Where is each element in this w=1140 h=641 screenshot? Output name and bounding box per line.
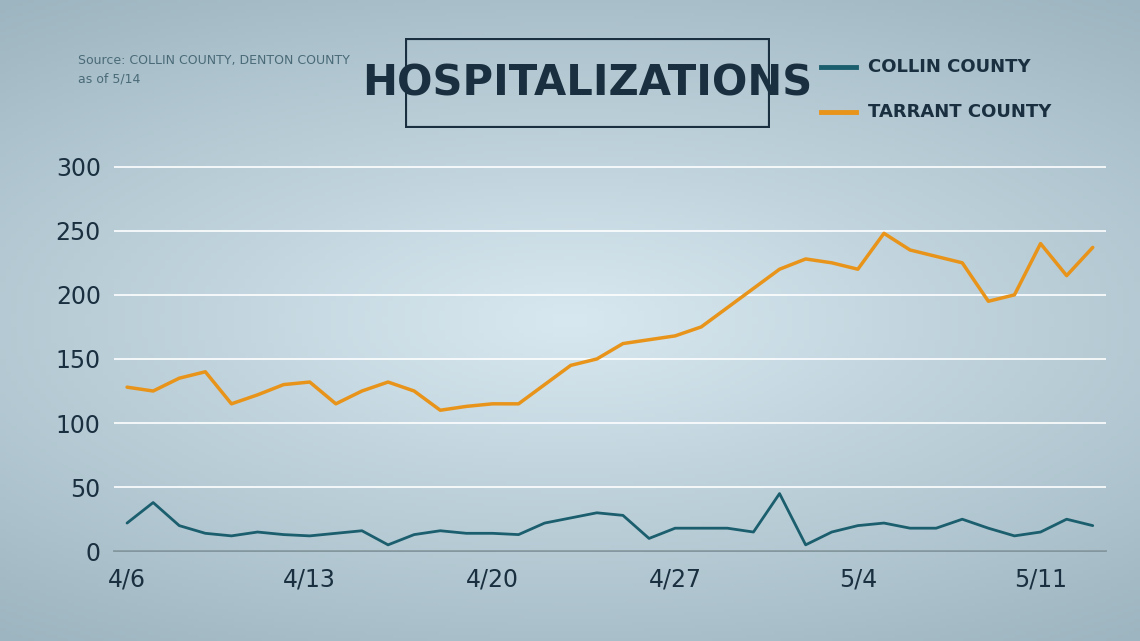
Text: HOSPITALIZATIONS: HOSPITALIZATIONS bbox=[363, 62, 812, 104]
Text: Source: COLLIN COUNTY, DENTON COUNTY
as of 5/14: Source: COLLIN COUNTY, DENTON COUNTY as … bbox=[78, 54, 349, 85]
Text: COLLIN COUNTY: COLLIN COUNTY bbox=[869, 58, 1031, 76]
Text: TARRANT COUNTY: TARRANT COUNTY bbox=[869, 103, 1051, 121]
